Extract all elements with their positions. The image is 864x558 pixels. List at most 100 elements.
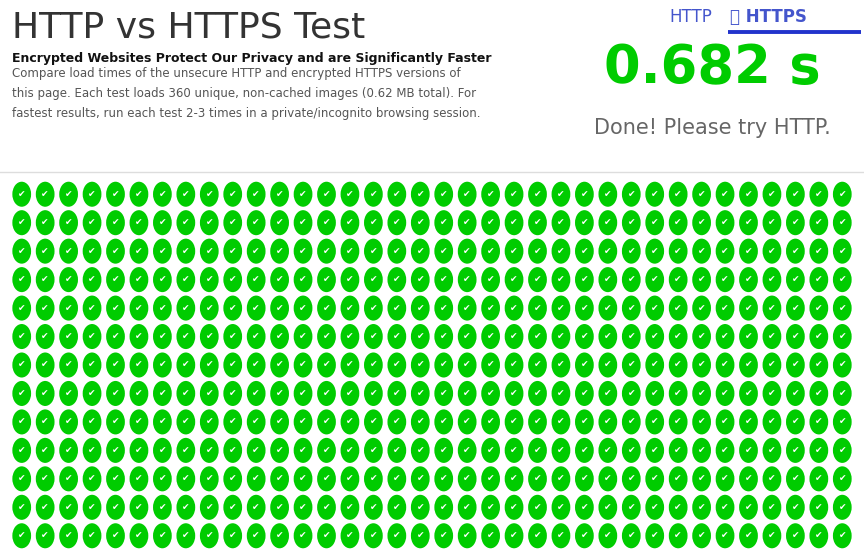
Text: ✔: ✔ [276, 304, 283, 312]
Ellipse shape [340, 182, 359, 207]
Text: ✔: ✔ [721, 190, 729, 199]
Text: ✔: ✔ [557, 417, 565, 426]
Ellipse shape [12, 324, 31, 349]
Ellipse shape [153, 495, 172, 520]
Text: ✔: ✔ [815, 503, 823, 512]
Ellipse shape [176, 353, 195, 378]
Text: ✔: ✔ [276, 190, 283, 199]
Ellipse shape [763, 239, 781, 264]
Text: ✔: ✔ [745, 304, 753, 312]
Ellipse shape [130, 353, 149, 378]
Text: ✔: ✔ [393, 446, 401, 455]
Text: ✔: ✔ [206, 417, 213, 426]
Ellipse shape [715, 324, 734, 349]
Text: ✔: ✔ [815, 218, 823, 227]
Ellipse shape [435, 182, 453, 207]
Ellipse shape [35, 324, 54, 349]
Ellipse shape [200, 324, 219, 349]
Text: ✔: ✔ [815, 474, 823, 483]
Text: ✔: ✔ [768, 190, 776, 199]
Text: ✔: ✔ [159, 389, 166, 398]
Text: ✔: ✔ [534, 531, 541, 540]
Ellipse shape [435, 438, 453, 463]
Text: ✔: ✔ [276, 474, 283, 483]
Ellipse shape [739, 267, 758, 292]
Text: ✔: ✔ [88, 389, 96, 398]
Ellipse shape [458, 210, 477, 235]
Ellipse shape [599, 210, 617, 235]
Ellipse shape [106, 239, 125, 264]
Text: ✔: ✔ [768, 446, 776, 455]
Text: ✔: ✔ [839, 417, 846, 426]
Text: ✔: ✔ [393, 531, 401, 540]
Ellipse shape [669, 466, 688, 492]
Text: ✔: ✔ [721, 304, 729, 312]
Text: ✔: ✔ [791, 247, 799, 256]
Text: ✔: ✔ [111, 446, 119, 455]
Text: ✔: ✔ [111, 417, 119, 426]
Text: ✔: ✔ [65, 190, 73, 199]
Ellipse shape [810, 438, 829, 463]
Ellipse shape [294, 410, 313, 435]
Text: ✔: ✔ [393, 332, 401, 341]
Text: ✔: ✔ [534, 503, 541, 512]
Text: ✔: ✔ [370, 417, 378, 426]
Text: ✔: ✔ [299, 247, 307, 256]
Text: ✔: ✔ [604, 190, 612, 199]
Ellipse shape [153, 324, 172, 349]
Ellipse shape [551, 182, 570, 207]
Text: ✔: ✔ [88, 190, 96, 199]
Text: ✔: ✔ [721, 417, 729, 426]
Text: ✔: ✔ [65, 531, 73, 540]
Ellipse shape [411, 267, 429, 292]
Text: ✔: ✔ [416, 190, 424, 199]
Ellipse shape [528, 523, 547, 549]
Ellipse shape [505, 182, 524, 207]
Text: ✔: ✔ [791, 332, 799, 341]
Ellipse shape [224, 523, 242, 549]
Text: ✔: ✔ [651, 218, 658, 227]
Text: ✔: ✔ [815, 417, 823, 426]
Text: ✔: ✔ [581, 360, 588, 369]
Text: ✔: ✔ [651, 389, 658, 398]
Ellipse shape [786, 182, 804, 207]
Text: ✔: ✔ [557, 389, 565, 398]
Text: ✔: ✔ [675, 417, 682, 426]
Text: ✔: ✔ [486, 190, 494, 199]
Text: ✔: ✔ [416, 417, 424, 426]
Ellipse shape [83, 324, 101, 349]
Text: ✔: ✔ [675, 190, 682, 199]
Ellipse shape [645, 296, 664, 321]
Ellipse shape [551, 267, 570, 292]
Ellipse shape [458, 495, 477, 520]
Text: ✔: ✔ [206, 446, 213, 455]
Ellipse shape [294, 523, 313, 549]
Ellipse shape [176, 410, 195, 435]
Text: ✔: ✔ [815, 332, 823, 341]
Text: ✔: ✔ [370, 360, 378, 369]
Ellipse shape [575, 523, 594, 549]
Text: ✔: ✔ [745, 190, 753, 199]
Ellipse shape [763, 495, 781, 520]
Ellipse shape [224, 239, 242, 264]
Text: ✔: ✔ [581, 474, 588, 483]
Text: ✔: ✔ [159, 218, 166, 227]
Text: ✔: ✔ [88, 304, 96, 312]
Ellipse shape [692, 438, 711, 463]
Ellipse shape [739, 239, 758, 264]
Text: ✔: ✔ [604, 332, 612, 341]
Text: ✔: ✔ [815, 531, 823, 540]
Text: ✔: ✔ [627, 190, 635, 199]
Ellipse shape [153, 466, 172, 492]
Ellipse shape [411, 523, 429, 549]
Ellipse shape [551, 381, 570, 406]
Ellipse shape [364, 523, 383, 549]
Ellipse shape [458, 438, 477, 463]
Ellipse shape [739, 495, 758, 520]
Text: ✔: ✔ [815, 247, 823, 256]
Text: ✔: ✔ [206, 247, 213, 256]
Ellipse shape [224, 324, 242, 349]
Text: ✔: ✔ [252, 247, 260, 256]
Text: ✔: ✔ [370, 190, 378, 199]
Ellipse shape [106, 438, 125, 463]
